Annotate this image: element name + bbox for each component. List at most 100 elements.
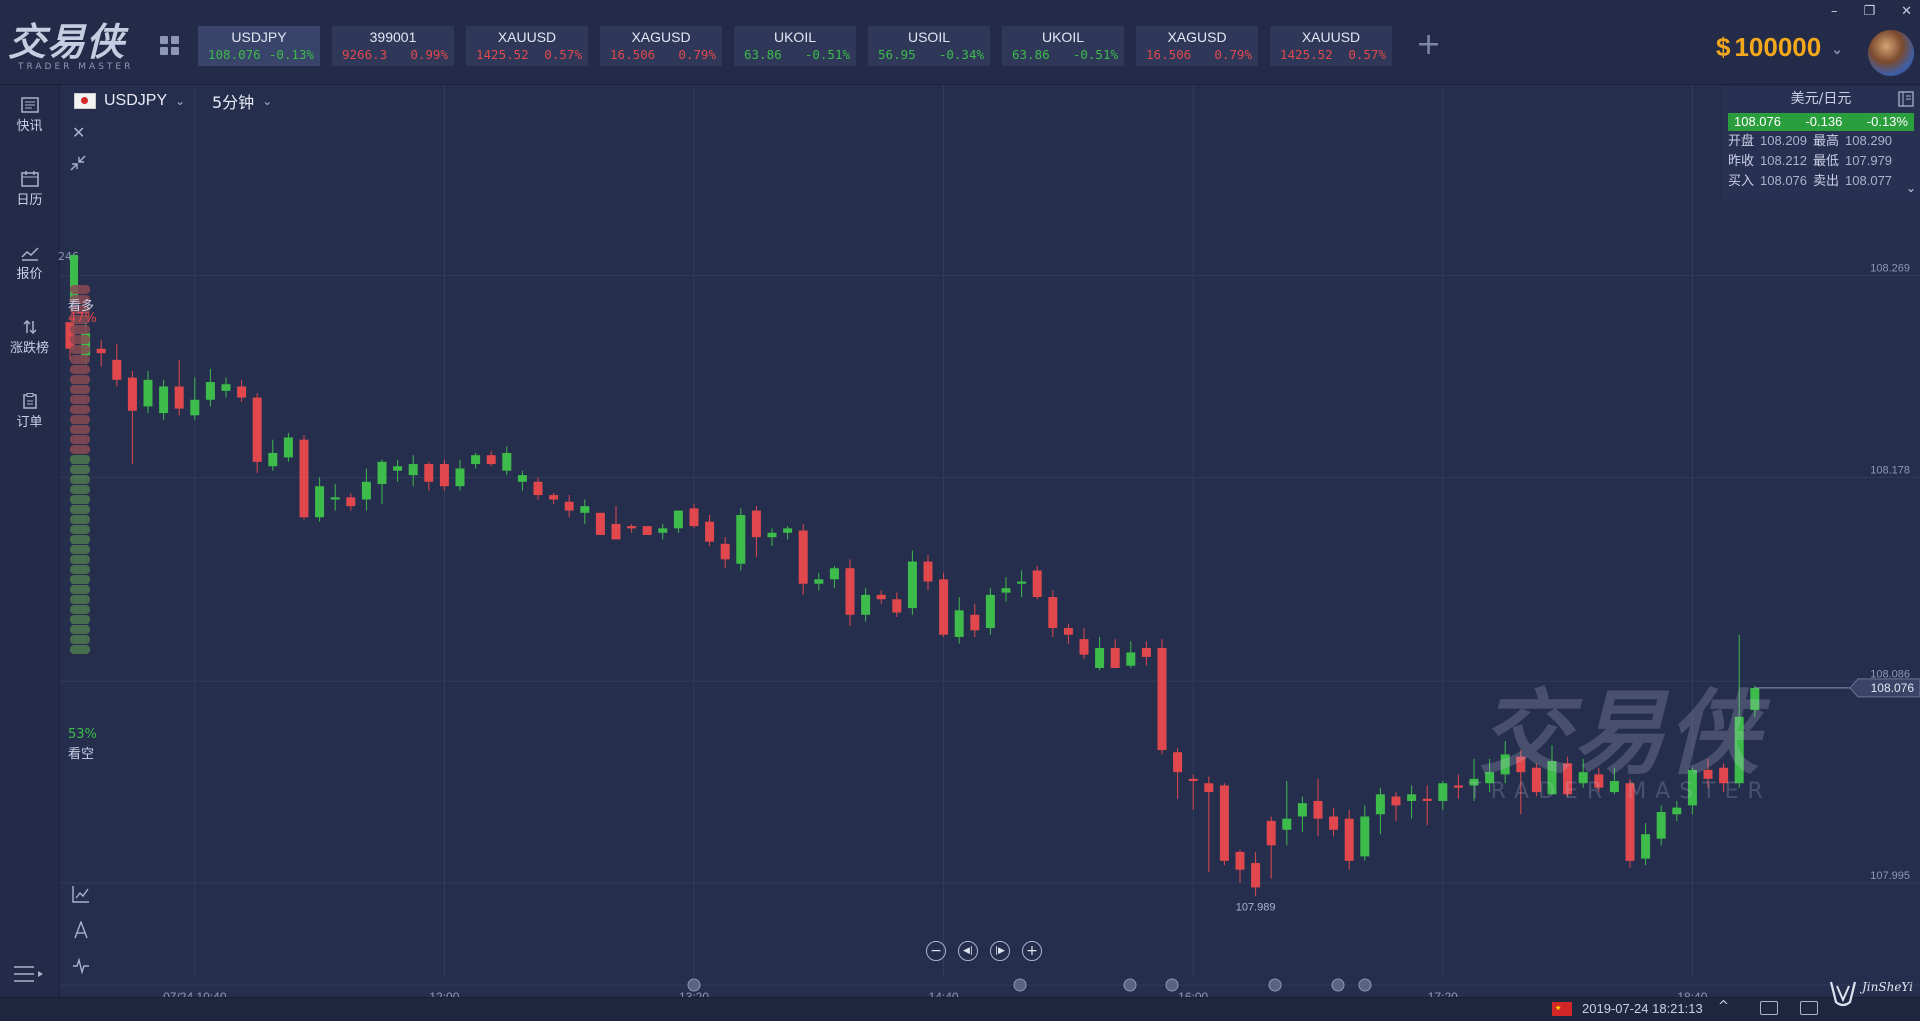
candle <box>954 597 964 644</box>
sentiment-segment <box>70 385 90 394</box>
sentiment-segment <box>70 465 90 474</box>
window-icon[interactable] <box>1760 1001 1778 1015</box>
sentiment-segment <box>70 635 90 644</box>
candle <box>1266 816 1276 879</box>
ticker-price: 1425.52 <box>476 47 529 62</box>
chevron-down-icon: ⌄ <box>175 94 186 108</box>
sentiment-segment <box>70 445 90 454</box>
nav-item-orders[interactable]: 订单 <box>0 393 59 455</box>
menu-icon[interactable] <box>14 965 44 983</box>
last-price-label: 108.076 <box>1871 681 1915 695</box>
sentiment-segment <box>70 525 90 534</box>
chevron-up-icon[interactable]: ^ <box>1718 999 1729 1014</box>
ticker-change: 0.79% <box>678 47 716 62</box>
event-marker-icon[interactable] <box>1268 978 1282 992</box>
window-controls: – ❐ ✕ <box>1831 4 1912 19</box>
candlestick-chart[interactable]: 108.269 108.178 108.086 107.995 07/24 10:40 1… <box>60 85 1920 997</box>
ticker-ukoil[interactable]: UKOIL 63.86 -0.51% <box>734 26 856 66</box>
candle <box>1313 778 1323 837</box>
candle <box>1625 778 1635 868</box>
ticker-usdjpy[interactable]: USDJPY 108.076 -0.13% <box>198 26 320 66</box>
ticker-usoil[interactable]: USOIL 56.95 -0.34% <box>868 26 990 66</box>
sentiment-segment <box>70 615 90 624</box>
chart-area[interactable]: 108.269 108.178 108.086 107.995 07/24 10:40 1… <box>58 85 1920 997</box>
event-marker-icon[interactable] <box>1165 978 1179 992</box>
candle <box>283 433 293 462</box>
candle <box>1219 783 1229 866</box>
candle <box>720 537 730 569</box>
ticker-399001[interactable]: 399001 9266.3 0.99% <box>332 26 454 66</box>
candle <box>829 566 839 589</box>
ticker-xauusd[interactable]: XAUUSD 1425.52 0.57% <box>466 26 588 66</box>
nav-item-quotes[interactable]: 报价 <box>0 245 59 307</box>
drawing-tool-icon[interactable] <box>72 920 94 943</box>
close-window-button[interactable]: ✕ <box>1901 4 1912 19</box>
waveform-icon[interactable] <box>72 957 94 979</box>
apps-grid-icon[interactable] <box>160 36 180 56</box>
status-bar: ★ 2019-07-24 18:21:13 ^ <box>0 997 1920 1021</box>
ticker-xauusd[interactable]: XAUUSD 1425.52 0.57% <box>1270 26 1392 66</box>
candle <box>1469 758 1479 801</box>
candle <box>736 508 746 571</box>
low-price-label: 107.989 <box>1236 901 1276 913</box>
candle <box>1126 641 1136 668</box>
avatar[interactable] <box>1868 30 1914 76</box>
indicator-icon[interactable] <box>72 885 94 907</box>
short-percent: 53% <box>68 727 97 742</box>
nav-item-calendar[interactable]: 日历 <box>0 171 59 233</box>
zoom-in-button[interactable]: + <box>1022 941 1042 961</box>
candle <box>1017 570 1027 598</box>
compress-icon[interactable] <box>70 155 86 171</box>
candle <box>1719 763 1729 793</box>
candle <box>814 572 824 591</box>
candle <box>876 590 886 604</box>
ticker-xagusd[interactable]: XAGUSD 16.506 0.79% <box>1136 26 1258 66</box>
event-marker-icon[interactable] <box>1331 978 1345 992</box>
symbol-dropdown[interactable]: USDJPY ⌄ <box>74 87 185 115</box>
ticker-xagusd[interactable]: XAGUSD 16.506 0.79% <box>600 26 722 66</box>
watermark: 交易侠 TRADER MASTER <box>1460 685 1780 805</box>
minimize-button[interactable]: – <box>1830 4 1838 19</box>
candle <box>1485 758 1495 793</box>
candle <box>268 439 278 471</box>
scroll-end-button[interactable]: |▶ <box>990 941 1010 961</box>
ticker-symbol: XAUUSD <box>497 29 557 45</box>
zoom-out-button[interactable]: − <box>926 941 946 961</box>
ticker-ukoil[interactable]: UKOIL 63.86 -0.51% <box>1002 26 1124 66</box>
interval-dropdown[interactable]: 5分钟 ⌄ <box>212 87 272 115</box>
sentiment-segment <box>70 545 90 554</box>
candle <box>1188 774 1198 810</box>
candle <box>190 377 200 420</box>
nav-item-news[interactable]: 快讯 <box>0 97 59 159</box>
nav-label: 报价 <box>16 267 43 282</box>
chevron-down-icon[interactable]: ⌄ <box>1905 181 1916 195</box>
sentiment-segment <box>70 425 90 434</box>
candle <box>1360 805 1370 861</box>
sentiment-segment <box>70 475 90 484</box>
close-icon[interactable]: ✕ <box>72 123 86 142</box>
ticker-change: -0.51% <box>1072 47 1118 62</box>
event-marker-icon[interactable] <box>1358 978 1372 992</box>
sentiment-segment <box>70 505 90 514</box>
account-balance[interactable]: $100000 ⌄ <box>1716 32 1843 63</box>
candle <box>439 459 449 491</box>
camera-icon[interactable] <box>1800 1001 1818 1015</box>
sentiment-segment <box>70 605 90 614</box>
y-tick-label: 108.086 <box>1870 668 1910 680</box>
sentiment-segment <box>70 645 90 654</box>
sentiment-segment <box>70 305 90 314</box>
quote-key: 开盘 <box>1728 133 1755 148</box>
scroll-start-button[interactable]: ◀| <box>958 941 978 961</box>
sentiment-segment <box>70 405 90 414</box>
candle <box>315 477 325 522</box>
nav-item-ranking[interactable]: 涨跌榜 <box>0 319 59 381</box>
logo-subtitle: TRADER MASTER <box>18 62 134 72</box>
nav-label: 涨跌榜 <box>9 341 49 356</box>
panel-toggle-icon[interactable] <box>1898 91 1914 107</box>
event-marker-icon[interactable] <box>1123 978 1137 992</box>
event-marker-icon[interactable] <box>687 978 701 992</box>
restore-button[interactable]: ❐ <box>1863 4 1876 19</box>
candle <box>112 344 122 387</box>
add-ticker-button[interactable]: + <box>1416 27 1442 62</box>
event-marker-icon[interactable] <box>1013 978 1027 992</box>
